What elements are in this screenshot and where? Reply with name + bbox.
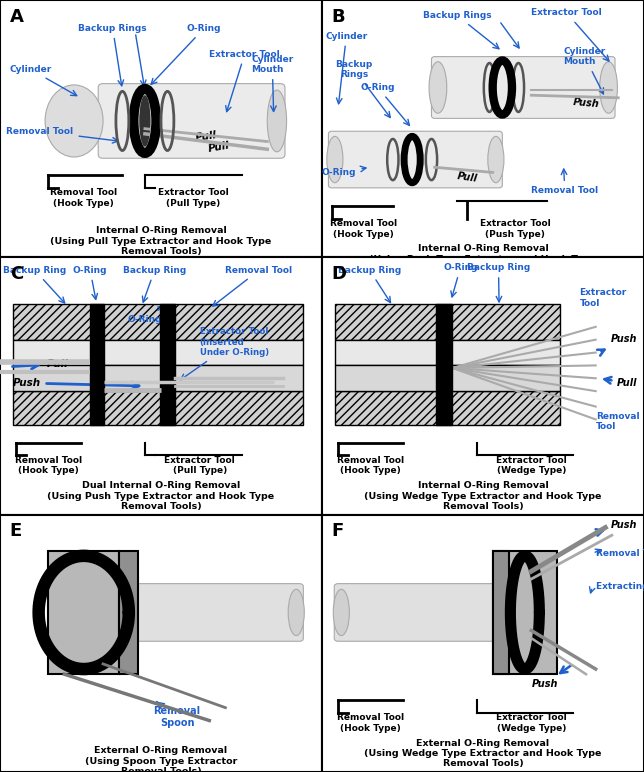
Text: Removal Tool
(Hook Type): Removal Tool (Hook Type) bbox=[50, 188, 117, 208]
Text: O-Ring: O-Ring bbox=[322, 166, 366, 177]
Text: Removal Tool: Removal Tool bbox=[6, 127, 118, 143]
Text: Extractor Tool
(Pull Type): Extractor Tool (Pull Type) bbox=[164, 456, 235, 476]
FancyBboxPatch shape bbox=[431, 56, 615, 118]
Bar bbox=[335, 340, 560, 365]
Text: Backup Rings: Backup Rings bbox=[423, 11, 499, 49]
Text: Extractor Tool: Extractor Tool bbox=[531, 8, 609, 61]
Text: Removal Tool: Removal Tool bbox=[531, 169, 598, 195]
Text: Internal O-Ring Removal
(Using Wedge Type Extractor and Hook Type
Removal Tools): Internal O-Ring Removal (Using Wedge Typ… bbox=[365, 481, 601, 511]
FancyBboxPatch shape bbox=[135, 584, 303, 642]
Text: Removal Tool: Removal Tool bbox=[213, 266, 292, 306]
Text: Extractor Tool
(Wedge Type): Extractor Tool (Wedge Type) bbox=[496, 713, 567, 733]
Text: O-Ring: O-Ring bbox=[361, 83, 410, 125]
Bar bbox=[437, 303, 452, 425]
Text: Removal Tool: Removal Tool bbox=[596, 549, 644, 557]
Text: Removal Tool
(Hook Type): Removal Tool (Hook Type) bbox=[15, 456, 82, 476]
Bar bbox=[335, 391, 560, 425]
Bar bbox=[493, 550, 509, 674]
Text: Extractor Tool
(Wedge Type): Extractor Tool (Wedge Type) bbox=[496, 456, 567, 476]
Text: O-Ring: O-Ring bbox=[443, 263, 478, 297]
Ellipse shape bbox=[600, 62, 618, 113]
Bar bbox=[335, 365, 560, 391]
Ellipse shape bbox=[45, 85, 103, 157]
Text: Removal Tool
(Hook Type): Removal Tool (Hook Type) bbox=[337, 713, 404, 733]
Text: Pull: Pull bbox=[207, 140, 231, 154]
Bar bbox=[335, 303, 560, 340]
Ellipse shape bbox=[334, 589, 349, 635]
FancyBboxPatch shape bbox=[328, 131, 502, 188]
Text: Push: Push bbox=[597, 334, 638, 356]
Text: Dual Internal O-Ring Removal
(Using Push Type Extractor and Hook Type
Removal To: Dual Internal O-Ring Removal (Using Push… bbox=[48, 481, 274, 511]
Text: Backup Ring: Backup Ring bbox=[123, 266, 186, 302]
Text: O-Ring: O-Ring bbox=[151, 24, 222, 84]
Bar bbox=[48, 550, 119, 674]
Text: B: B bbox=[332, 8, 345, 25]
Text: Internal O-Ring Removal
(Using Pull Type Extractor and Hook Type
Removal Tools): Internal O-Ring Removal (Using Pull Type… bbox=[50, 226, 272, 256]
Text: Backup Ring: Backup Ring bbox=[338, 266, 401, 303]
Text: Push: Push bbox=[531, 665, 571, 689]
Text: O-Ring: O-Ring bbox=[73, 266, 108, 300]
Text: Backup
Rings: Backup Rings bbox=[336, 59, 390, 117]
Text: Removal Tool
(Hook Type): Removal Tool (Hook Type) bbox=[330, 219, 397, 239]
Ellipse shape bbox=[488, 137, 504, 183]
Text: Extractor Tool
(Inserted
Under O-Ring): Extractor Tool (Inserted Under O-Ring) bbox=[181, 327, 269, 380]
Bar bbox=[160, 303, 175, 425]
Text: Pull: Pull bbox=[12, 359, 69, 369]
Ellipse shape bbox=[267, 90, 287, 152]
Text: Extracting Tool: Extracting Tool bbox=[596, 582, 644, 591]
Text: O-Ring: O-Ring bbox=[128, 306, 164, 323]
Text: Backup Ring: Backup Ring bbox=[3, 266, 66, 303]
Text: Removal
Spoon: Removal Spoon bbox=[153, 702, 201, 728]
Bar bbox=[13, 303, 303, 340]
Bar bbox=[90, 303, 104, 425]
Text: External O-Ring Removal
(Using Wedge Type Extractor and Hook Type
Removal Tools): External O-Ring Removal (Using Wedge Typ… bbox=[365, 739, 601, 768]
Text: Pull: Pull bbox=[605, 377, 638, 388]
Text: Backup Rings: Backup Rings bbox=[79, 24, 147, 86]
Ellipse shape bbox=[429, 62, 447, 113]
Text: Extractor
Tool: Extractor Tool bbox=[580, 288, 627, 307]
Text: Internal O-Ring Removal
(Using Push Type Extractor and Hook Type
Removal Tools): Internal O-Ring Removal (Using Push Type… bbox=[370, 245, 596, 274]
Text: Cylinder: Cylinder bbox=[10, 65, 77, 96]
Text: C: C bbox=[10, 265, 23, 283]
Text: Push: Push bbox=[13, 378, 139, 389]
Text: Pull: Pull bbox=[194, 130, 218, 143]
Bar bbox=[13, 365, 303, 391]
Bar bbox=[493, 550, 557, 674]
Text: Cylinder
Mouth: Cylinder Mouth bbox=[564, 47, 606, 94]
Text: Cylinder: Cylinder bbox=[325, 32, 368, 103]
Text: A: A bbox=[10, 8, 24, 25]
Bar bbox=[119, 550, 138, 674]
Bar bbox=[13, 391, 303, 425]
Ellipse shape bbox=[327, 137, 343, 183]
Text: Pull: Pull bbox=[456, 171, 478, 184]
Text: Removal Tool
(Hook Type): Removal Tool (Hook Type) bbox=[337, 456, 404, 476]
Ellipse shape bbox=[139, 95, 151, 147]
Text: Extractor Tool
(Push Type): Extractor Tool (Push Type) bbox=[480, 219, 551, 239]
Text: External O-Ring Removal
(Using Spoon Type Extractor
Removal Tools): External O-Ring Removal (Using Spoon Typ… bbox=[85, 747, 237, 772]
Text: Push: Push bbox=[596, 520, 638, 536]
Text: Extractor Tool
(Pull Type): Extractor Tool (Pull Type) bbox=[158, 188, 229, 208]
FancyBboxPatch shape bbox=[334, 584, 497, 642]
Text: Backup Ring: Backup Ring bbox=[467, 263, 530, 302]
Text: Removal
Tool: Removal Tool bbox=[596, 411, 639, 431]
Text: E: E bbox=[10, 523, 22, 540]
Text: F: F bbox=[332, 523, 344, 540]
Text: Extractor Tool: Extractor Tool bbox=[209, 49, 280, 112]
Text: Push: Push bbox=[573, 96, 600, 109]
FancyBboxPatch shape bbox=[99, 83, 285, 158]
Text: Cylinder
Mouth: Cylinder Mouth bbox=[251, 55, 294, 111]
Bar bbox=[13, 340, 303, 365]
Text: D: D bbox=[332, 265, 346, 283]
Ellipse shape bbox=[288, 589, 304, 635]
